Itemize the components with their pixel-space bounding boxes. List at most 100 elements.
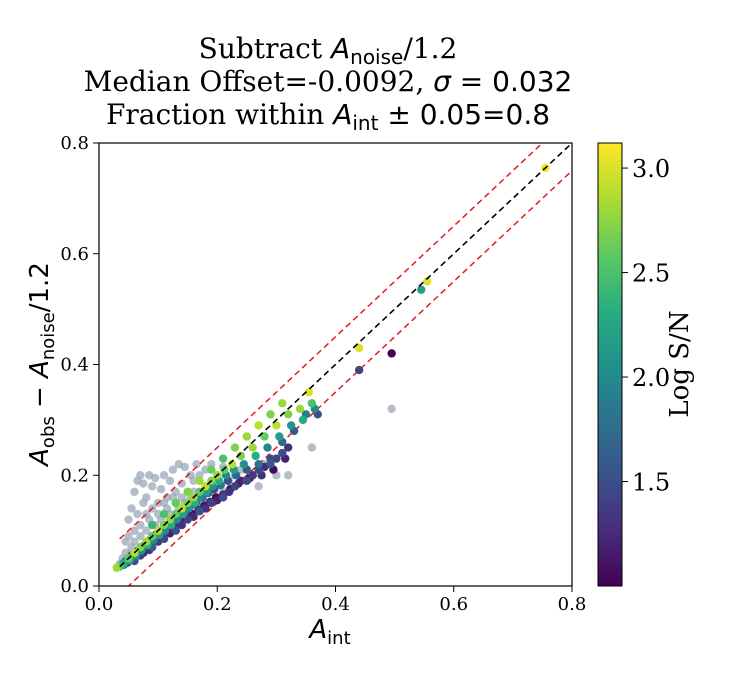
corrected-points	[112, 163, 550, 572]
corrected-point	[171, 526, 181, 535]
corrected-point	[183, 515, 192, 524]
one-to-one-line-layer	[119, 143, 572, 568]
uncorrected-point	[136, 520, 145, 530]
uncorrected-point	[307, 443, 317, 452]
colorbar-tick-label: 3.0	[632, 155, 670, 183]
corrected-point	[278, 448, 287, 458]
uncorrected-point	[192, 459, 201, 469]
uncorrected-point	[159, 471, 169, 480]
y-label-sub-2: noise	[38, 312, 59, 360]
chart-title-line-1: Subtract Anoise/1.2	[199, 32, 458, 69]
title-line-3-prefix: Fraction within	[106, 98, 333, 131]
uncorrected-point	[189, 476, 198, 485]
corrected-point	[272, 421, 281, 430]
corrected-point	[417, 285, 426, 294]
x-tick-label: 0.8	[558, 594, 587, 615]
corrected-point	[307, 399, 317, 408]
corrected-point	[239, 459, 249, 469]
uncorrected-point	[201, 465, 210, 474]
colorbar-tick-label: 2.5	[632, 260, 670, 288]
corrected-point	[387, 349, 396, 358]
title-line-1-prefix: Subtract	[199, 32, 331, 65]
uncorrected-point	[142, 526, 151, 535]
corrected-point	[236, 451, 246, 461]
corrected-point	[263, 443, 272, 452]
corrected-point	[304, 387, 314, 397]
uncorrected-point	[156, 484, 166, 494]
corrected-point	[227, 459, 237, 469]
colorbar-label: Log S/N	[665, 310, 695, 417]
corrected-point	[422, 277, 432, 286]
title-line-1-var: A	[329, 32, 350, 65]
x-axis-ticks: 0.0 0.2 0.4 0.6 0.8	[85, 586, 587, 615]
corrected-point	[177, 520, 186, 530]
uncorrected-point	[168, 465, 178, 474]
y-label-sub-1: obs	[38, 416, 59, 448]
title-line-3-sub: int	[352, 111, 378, 135]
y-label-var-1: A	[25, 448, 55, 468]
lower-bound-line	[127, 170, 572, 586]
chart-title-line-3: Fraction within Aint ± 0.05=0.8	[106, 98, 550, 135]
uncorrected-point	[130, 526, 139, 535]
y-tick-label: 0.2	[60, 465, 89, 486]
x-label-var: A	[307, 615, 327, 645]
corrected-point	[220, 465, 229, 474]
corrected-point	[148, 520, 157, 530]
uncorrected-point	[130, 487, 139, 497]
corrected-point	[242, 432, 252, 441]
colorbar-tick-label: 2.0	[632, 364, 670, 392]
title-line-3-suffix: ± 0.05=0.8	[378, 98, 550, 131]
corrected-point	[112, 563, 121, 572]
y-tick-label: 0.8	[60, 133, 89, 154]
y-label-suffix: /1.2	[25, 262, 55, 312]
corrected-point	[275, 432, 284, 441]
uncorrected-point	[136, 531, 145, 541]
x-label-sub: int	[327, 628, 350, 649]
corrected-point	[248, 443, 257, 452]
corrected-point	[195, 507, 204, 516]
uncorrected-point	[139, 479, 148, 488]
corrected-point	[207, 465, 216, 474]
x-tick-label: 0.4	[321, 594, 350, 615]
y-axis-label: Aobs − Anoise/1.2	[25, 262, 59, 468]
reference-lines	[119, 143, 572, 586]
corrected-point	[254, 421, 263, 430]
one-to-one-line	[119, 143, 572, 568]
title-line-2-sigma: σ	[433, 65, 452, 98]
x-tick-label: 0.6	[439, 594, 468, 615]
uncorrected-point	[124, 515, 133, 524]
uncorrected-point	[284, 471, 293, 480]
corrected-point	[284, 443, 293, 452]
corrected-point	[248, 471, 257, 480]
corrected-point	[183, 487, 192, 497]
title-line-1-suffix: /1.2	[403, 32, 457, 65]
uncorrected-point	[254, 482, 263, 491]
corrected-point	[295, 404, 305, 413]
corrected-point	[354, 365, 364, 375]
corrected-point	[266, 459, 275, 469]
uncorrected-point	[136, 471, 145, 480]
uncorrected-point	[150, 473, 160, 483]
colorbar-ticks: 1.5 2.0 2.5 3.0	[622, 155, 670, 497]
corrected-point	[230, 443, 240, 452]
uncorrected-point	[139, 498, 148, 508]
corrected-point	[260, 432, 269, 441]
colorbar-gradient	[597, 142, 623, 587]
corrected-point	[218, 493, 228, 502]
corrected-point	[195, 476, 204, 485]
corrected-point	[354, 343, 364, 353]
uncorrected-point	[180, 462, 189, 472]
corrected-point	[242, 476, 252, 485]
corrected-point	[284, 410, 293, 419]
y-axis-ticks: 0.0 0.2 0.4 0.6 0.8	[60, 133, 99, 597]
uncorrected-point	[177, 479, 186, 488]
y-label-var-2: A	[25, 360, 55, 380]
uncorrected-point	[130, 537, 139, 546]
y-tick-label: 0.0	[60, 576, 89, 597]
uncorrected-point	[124, 531, 133, 541]
title-line-1-sub: noise	[350, 45, 403, 69]
corrected-point	[236, 476, 246, 485]
title-line-3-var: A	[331, 98, 352, 131]
y-tick-label: 0.4	[60, 355, 89, 376]
corrected-point	[159, 509, 169, 519]
